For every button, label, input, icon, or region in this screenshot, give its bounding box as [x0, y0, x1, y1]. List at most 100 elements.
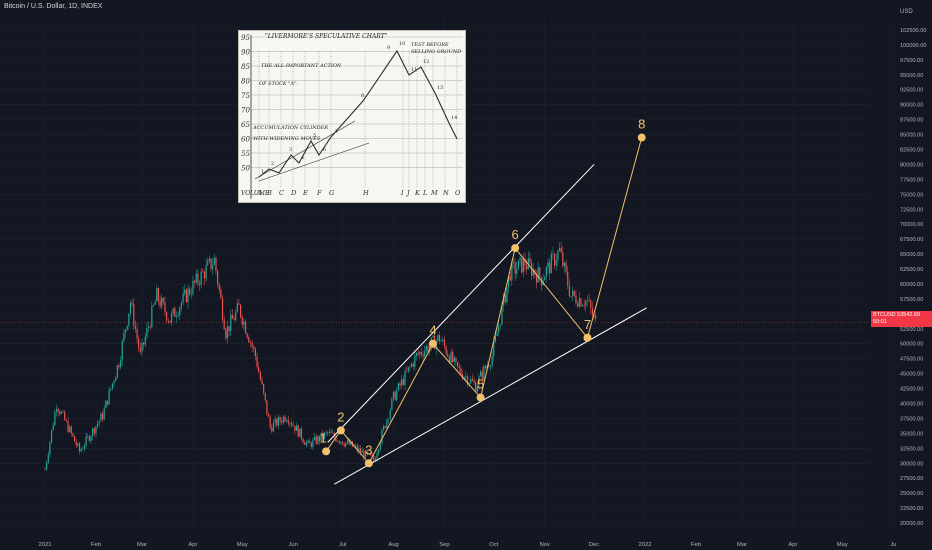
candle-body	[466, 376, 469, 385]
candle-body	[85, 436, 87, 446]
candle-body	[72, 433, 74, 437]
candle-body	[368, 453, 370, 454]
candle-body	[448, 356, 450, 363]
candle-body	[175, 316, 178, 317]
candle-body	[397, 383, 400, 391]
candle-body	[471, 379, 473, 381]
candle-body	[325, 432, 327, 433]
wave-path[interactable]: 12 3 4 5 6 7 8	[319, 117, 646, 468]
inset-note-test: TEST BEFORE	[411, 42, 449, 48]
wave-point-3	[364, 459, 373, 468]
candle-body	[98, 420, 100, 424]
candle-body	[218, 284, 220, 290]
candle-body	[452, 352, 454, 363]
inset-y-label: 85	[241, 63, 250, 71]
candle-body	[62, 411, 64, 413]
candle-body	[128, 313, 130, 326]
candle-body	[425, 346, 427, 351]
inset-x-label: H	[362, 189, 369, 197]
candle-body	[73, 436, 76, 442]
candle-body	[220, 289, 222, 299]
inset-x-label: B	[266, 189, 272, 197]
inset-point-label: 4	[301, 155, 304, 161]
y-tick-label: 52500.00	[900, 327, 923, 333]
inset-x-label: F	[316, 189, 322, 197]
candle-body	[70, 426, 72, 434]
candle-body	[55, 408, 58, 413]
candle-body	[470, 379, 472, 383]
candle-body	[575, 295, 577, 304]
inset-x-label: VOLUME	[241, 190, 270, 197]
candle-body	[480, 371, 482, 377]
candle-body	[302, 438, 304, 443]
candle-body	[373, 456, 375, 461]
candle-body	[198, 282, 201, 285]
candle-body	[332, 432, 334, 434]
candle-body	[290, 422, 293, 426]
time-axis[interactable]: 2021 Feb Mar Apr May Jun Jul Aug Sep Oct Nov Dec 202…	[39, 542, 897, 548]
candle-body	[493, 341, 495, 357]
candle-body	[363, 450, 365, 458]
x-tick-label: May	[237, 542, 248, 548]
candle-body	[90, 436, 92, 441]
channel-lines[interactable]	[327, 164, 647, 485]
x-tick-label: Dec	[589, 542, 599, 548]
inset-point-label: 11	[411, 67, 417, 73]
candle-body	[69, 426, 71, 432]
candle-body	[184, 289, 186, 294]
candle-body	[399, 383, 401, 386]
candle-body	[457, 361, 459, 367]
y-tick-label: 22500.00	[900, 506, 923, 512]
inset-y-label: 65	[241, 121, 250, 129]
channel-line	[327, 164, 595, 443]
candle-body	[586, 300, 589, 302]
y-tick-label: 40000.00	[900, 402, 923, 408]
candle-body	[212, 264, 214, 269]
candle-body	[532, 269, 534, 276]
candle-body	[315, 436, 317, 444]
candle-body	[453, 357, 455, 363]
candle-body	[177, 315, 179, 317]
candle-body	[360, 448, 362, 453]
candle-body	[276, 418, 278, 426]
candle-body	[514, 262, 516, 274]
candle-body	[120, 360, 122, 368]
price-tag-price: 53542.69	[897, 312, 921, 318]
candle-body	[259, 372, 261, 380]
candle-body	[87, 435, 89, 437]
candle-body	[506, 287, 508, 303]
price-axis[interactable]: 20000.00 22500.00 25000.00 27500.00 30000.00…	[900, 28, 926, 527]
candle-body	[378, 449, 380, 454]
candle-body	[437, 335, 439, 341]
candle-body	[555, 260, 557, 266]
candle-body	[358, 448, 360, 452]
candle-body	[54, 412, 56, 426]
candle-body	[407, 367, 409, 372]
candle-body	[501, 305, 503, 325]
candle-body	[230, 314, 232, 332]
candle-body	[143, 342, 145, 345]
inset-y-label: 55	[241, 150, 250, 158]
y-tick-label: 37500.00	[900, 416, 923, 422]
inset-title: "LIVERMORE'S SPECULATIVE CHART"	[265, 33, 388, 40]
candle-body	[420, 352, 423, 355]
candle-body	[494, 335, 497, 342]
inset-x-label: I	[400, 189, 404, 197]
candle-body	[95, 426, 97, 434]
candle-body	[116, 365, 118, 378]
candle-body	[284, 416, 286, 422]
candle-body	[157, 287, 160, 301]
inset-point-label: 7	[335, 129, 338, 135]
inset-point-label: 6	[323, 147, 326, 153]
candle-body	[151, 305, 153, 328]
candle-body	[121, 341, 123, 361]
candle-body	[570, 295, 572, 297]
candle-body	[387, 418, 390, 420]
wave-point-6	[511, 244, 520, 253]
candle-body	[343, 444, 345, 446]
candle-body	[193, 280, 196, 283]
candle-body	[440, 340, 442, 342]
candle-body	[136, 328, 138, 339]
